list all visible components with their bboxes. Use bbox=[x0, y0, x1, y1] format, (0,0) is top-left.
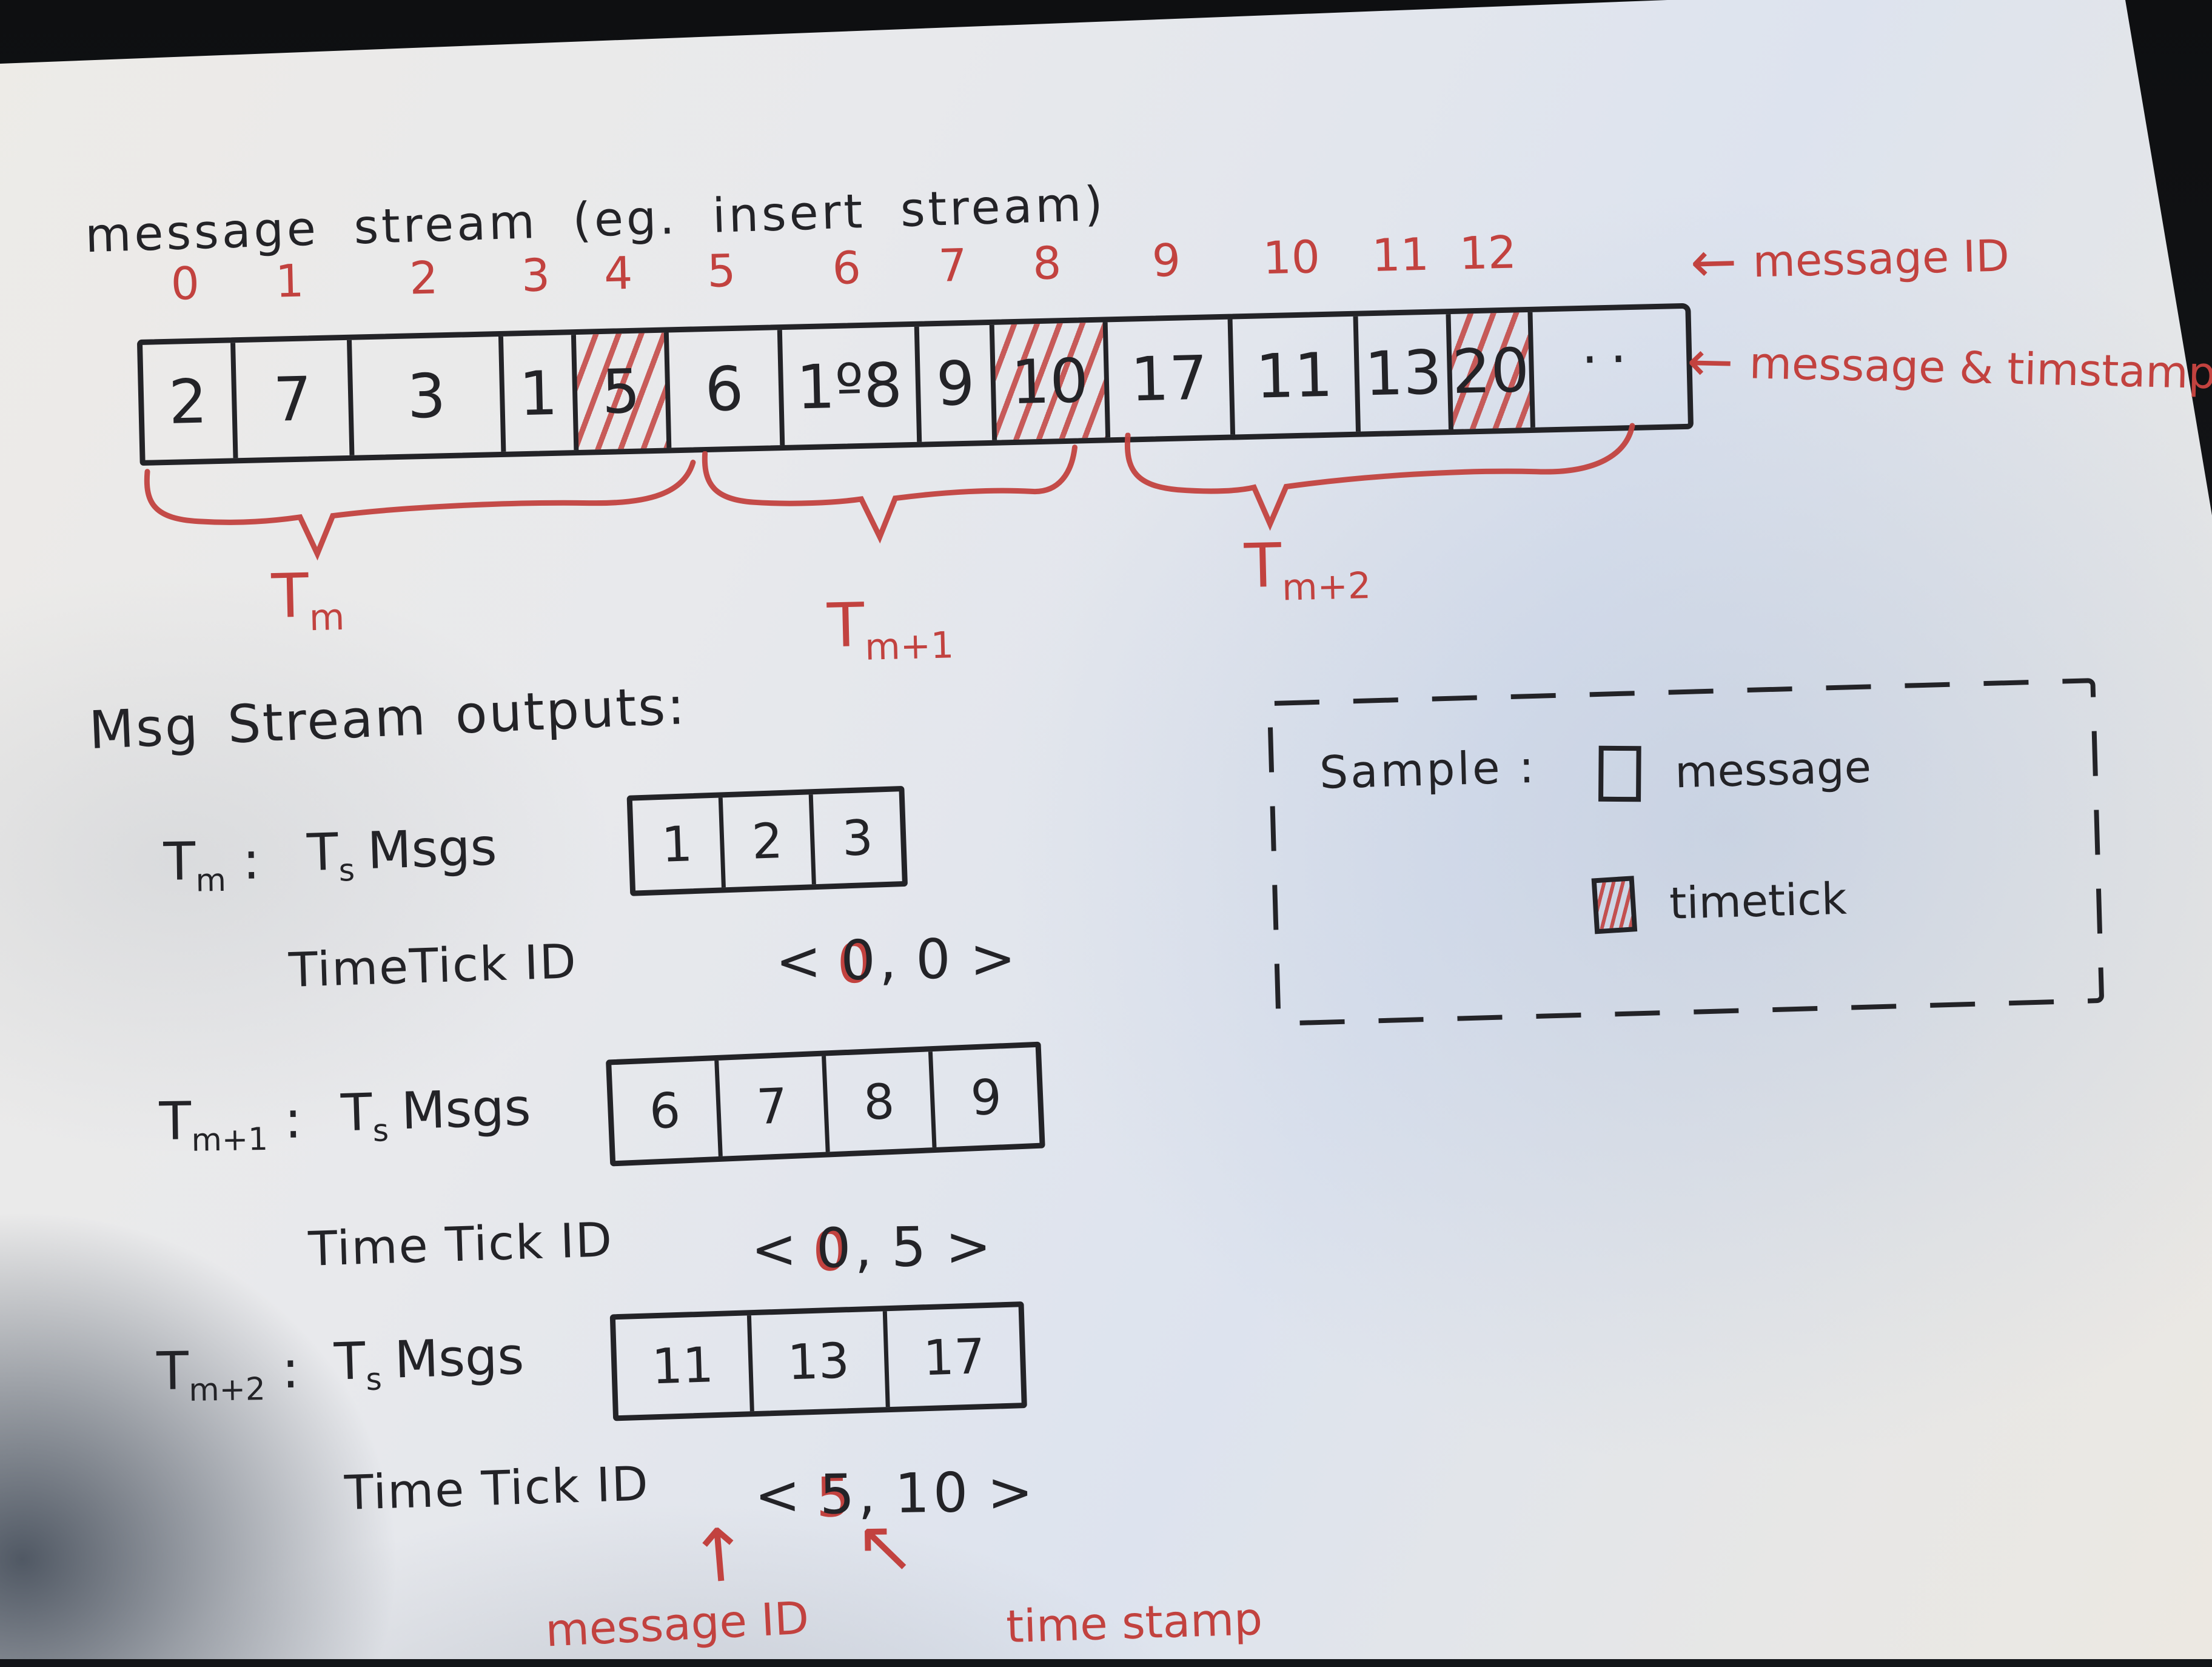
ts-msgs-box-tm2: 11 13 17 bbox=[609, 1301, 1027, 1421]
ts-msgs-box-tm: 1 2 3 bbox=[626, 785, 908, 896]
ts-msgs-label: Ts Msgs bbox=[306, 817, 498, 889]
label-base: T bbox=[306, 822, 340, 883]
timetick-id-value: <0 0, 5 > bbox=[750, 1214, 996, 1284]
legend-label: message bbox=[1674, 741, 1872, 798]
label-rest: Msgs bbox=[400, 1077, 532, 1141]
window-base: T bbox=[156, 1341, 189, 1402]
output-row-window-tm1: Tm+1 : bbox=[159, 1090, 303, 1159]
angle-close: > bbox=[969, 927, 1020, 991]
comma: , bbox=[879, 928, 901, 993]
msg-cell: 11 bbox=[651, 1336, 715, 1395]
msg-cell: 7 bbox=[714, 1056, 826, 1157]
label-sub: s bbox=[372, 1112, 389, 1149]
window-brace-tm1 bbox=[702, 444, 1078, 544]
stream-section: 0 2 1 7 2 3 3 1 4 5 5 6 bbox=[136, 226, 2212, 669]
ts-msgs-box-tm1: 6 7 8 9 bbox=[606, 1041, 1045, 1167]
label-base: T bbox=[333, 1331, 366, 1392]
message-swatch bbox=[1598, 745, 1641, 802]
msg-cell: 13 bbox=[746, 1311, 886, 1412]
colon: : bbox=[284, 1089, 303, 1150]
timetick-id-label: TimeTick ID bbox=[287, 934, 578, 998]
output-row-window-tm2: Tm+2 : bbox=[156, 1340, 300, 1409]
window-base: T bbox=[158, 1091, 192, 1152]
sample-legend-box: Sample : message timetick bbox=[1266, 677, 2106, 1027]
label-sub: s bbox=[365, 1361, 383, 1398]
up-arrow-icon: ↑ bbox=[685, 1512, 753, 1602]
timetick-swatch bbox=[1591, 876, 1638, 934]
angle-close: > bbox=[945, 1214, 996, 1279]
label-rest: Msgs bbox=[366, 817, 498, 881]
timetick-id-label: Time Tick ID bbox=[307, 1213, 614, 1277]
msg-cell: 3 bbox=[808, 791, 902, 885]
timestamp-value: 0 bbox=[915, 927, 955, 992]
msg-cell: 6 bbox=[648, 1082, 682, 1140]
angle-close: > bbox=[987, 1460, 1037, 1524]
timestamp-value: 5 bbox=[891, 1215, 930, 1280]
timetick-id-label: Time Tick ID bbox=[343, 1457, 650, 1521]
ts-msgs-label: Ts Msgs bbox=[333, 1326, 525, 1398]
legend-item-message: message bbox=[1598, 739, 1872, 802]
output-row-window-tm: Tm : bbox=[163, 831, 261, 900]
ts-msgs-label: Ts Msgs bbox=[340, 1078, 532, 1150]
footnote-message-id: message ID bbox=[544, 1592, 811, 1657]
colon: : bbox=[281, 1339, 300, 1401]
window-sub: m+1 bbox=[191, 1121, 269, 1159]
timetick-id-value: <0 0, 0 > bbox=[775, 927, 1020, 996]
angle-open: < bbox=[754, 1463, 805, 1528]
window-sub: m+2 bbox=[188, 1371, 266, 1409]
colon: : bbox=[242, 830, 261, 891]
angle-open: < bbox=[775, 929, 826, 994]
msg-cell: 17 bbox=[882, 1307, 1022, 1407]
label-sub: s bbox=[338, 851, 355, 888]
dashed-border bbox=[1267, 678, 2104, 1026]
msg-cell: 2 bbox=[718, 794, 812, 888]
legend-label: timetick bbox=[1669, 873, 1848, 929]
legend-item-timetick: timetick bbox=[1591, 871, 1848, 934]
window-sub: m bbox=[195, 862, 227, 899]
up-left-arrow-icon: ↖ bbox=[854, 1504, 917, 1589]
outputs-heading: Msg Stream outputs: bbox=[87, 675, 688, 762]
label-base: T bbox=[340, 1082, 374, 1143]
footnote-timestamp: time stamp bbox=[1005, 1592, 1264, 1654]
comma: , bbox=[854, 1216, 876, 1280]
window-brace-tm bbox=[144, 460, 696, 561]
msg-cell: 9 bbox=[928, 1047, 1040, 1148]
legend-title: Sample : bbox=[1318, 740, 1538, 799]
window-base: T bbox=[163, 831, 196, 893]
label-rest: Msgs bbox=[394, 1326, 525, 1390]
window-brace-tm2 bbox=[1124, 423, 1635, 531]
angle-open: < bbox=[750, 1217, 801, 1282]
msg-cell: 1 bbox=[660, 815, 694, 873]
msg-cell: 8 bbox=[821, 1052, 933, 1152]
